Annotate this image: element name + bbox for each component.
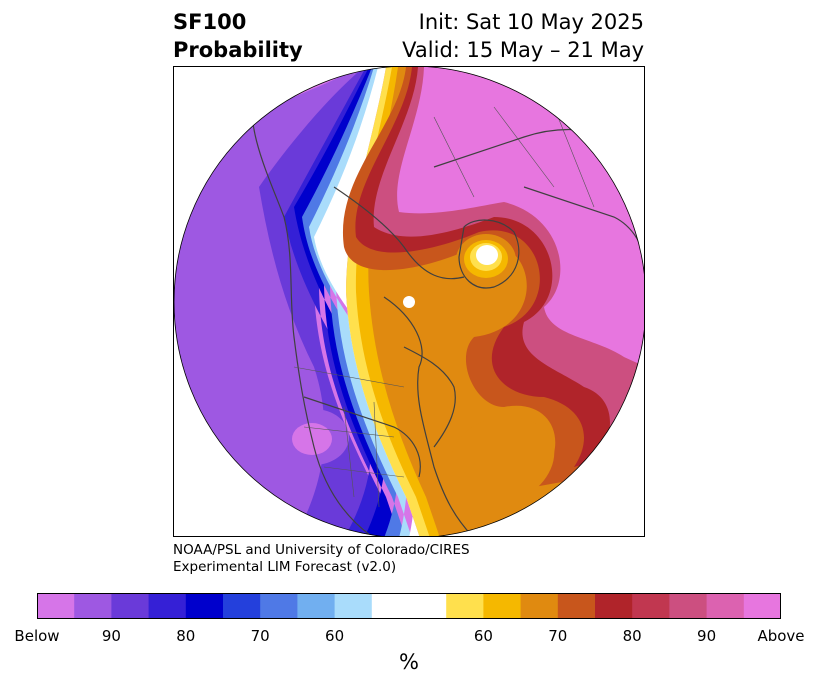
greenland-neutral — [476, 245, 498, 265]
forecast-field — [174, 67, 644, 536]
colorbar-tick-label: 90 — [697, 627, 717, 645]
valid-dates: Valid: 15 May – 21 May — [402, 38, 644, 62]
colorbar-swatch — [260, 593, 298, 619]
map-svg — [174, 67, 644, 536]
colorbar-swatch — [111, 593, 150, 619]
colorbar-swatch — [371, 593, 410, 619]
colorbar-swatch — [557, 593, 596, 619]
borders — [293, 106, 595, 508]
colorbar-swatch — [148, 593, 187, 619]
colorbar-swatch — [409, 593, 447, 619]
colorbar-swatch — [185, 593, 224, 619]
colorbar-swatch — [632, 593, 670, 619]
colorbar-border — [37, 593, 781, 619]
init-date: Init: Sat 10 May 2025 — [418, 10, 644, 34]
colorbar-swatch — [74, 593, 112, 619]
colorbar-swatch — [297, 593, 336, 619]
colorbar-swatch — [446, 593, 484, 619]
colorbar-tick-label: 60 — [325, 627, 345, 645]
title-line-1: SF100 — [173, 10, 247, 34]
chart-title: SF100 Probability — [173, 8, 303, 64]
colorbar-swatch — [483, 593, 522, 619]
colorbar-swatch — [743, 593, 781, 619]
colorbar-tick-label: 60 — [473, 627, 493, 645]
colorbar-tick-label: Below — [14, 627, 60, 645]
colorbar-swatch — [223, 593, 261, 619]
colorbar-swatch — [520, 593, 559, 619]
credit-block: NOAA/PSL and University of Colorado/CIRE… — [173, 542, 470, 576]
colorbar-tick-label: 70 — [250, 627, 270, 645]
colorbar — [37, 593, 781, 619]
probability-map — [173, 66, 645, 537]
colorbar-swatch — [37, 593, 75, 619]
forecast-dates: Init: Sat 10 May 2025 Valid: 15 May – 21… — [402, 8, 644, 64]
colorbar-swatch — [706, 593, 745, 619]
atlantic-above-70 — [447, 417, 555, 517]
colorbar-tick-label: 80 — [622, 627, 642, 645]
title-line-2: Probability — [173, 38, 303, 62]
colorbar-tick-label: 70 — [548, 627, 568, 645]
coastlines — [251, 86, 644, 536]
colorbar-swatch — [669, 593, 708, 619]
credit-line-1: NOAA/PSL and University of Colorado/CIRE… — [173, 542, 470, 558]
colorbar-tick-label: 80 — [176, 627, 196, 645]
below-80-region — [259, 67, 394, 536]
colorbar-swatch — [595, 593, 633, 619]
colorbar-swatch — [334, 593, 373, 619]
north-pole-marker — [403, 296, 415, 308]
colorbar-unit: % — [399, 650, 419, 674]
colorbar-tick-label: 90 — [101, 627, 121, 645]
credit-line-2: Experimental LIM Forecast (v2.0) — [173, 559, 397, 575]
colorbar-tick-label: Above — [757, 627, 805, 645]
